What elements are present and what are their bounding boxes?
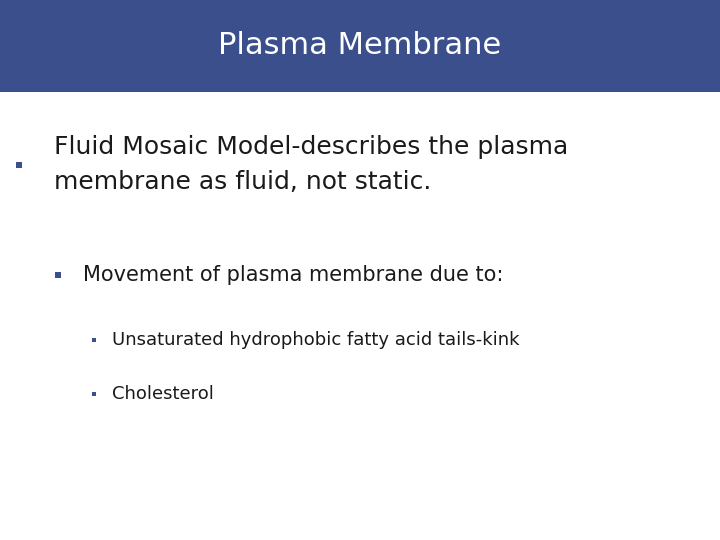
Text: Unsaturated hydrophobic fatty acid tails-kink: Unsaturated hydrophobic fatty acid tails… bbox=[112, 331, 519, 349]
Text: Movement of plasma membrane due to:: Movement of plasma membrane due to: bbox=[83, 265, 503, 286]
Text: Fluid Mosaic Model-describes the plasma
membrane as fluid, not static.: Fluid Mosaic Model-describes the plasma … bbox=[54, 135, 568, 194]
Text: Plasma Membrane: Plasma Membrane bbox=[218, 31, 502, 60]
Bar bbox=[0, 0, 720, 92]
Text: Cholesterol: Cholesterol bbox=[112, 385, 213, 403]
